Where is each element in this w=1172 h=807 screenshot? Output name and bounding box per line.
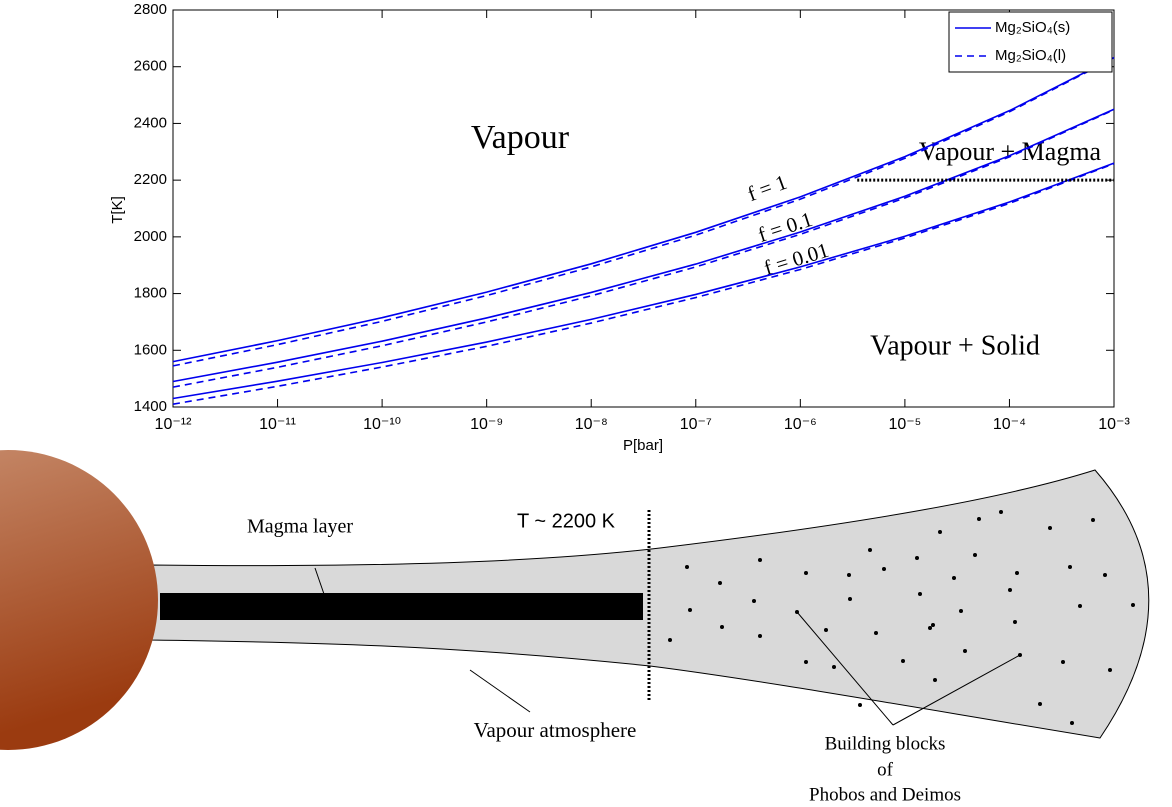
dot: [1131, 603, 1135, 607]
y-tick-label: 2800: [134, 1, 167, 18]
y-tick-label: 1400: [134, 398, 167, 415]
dot: [752, 599, 756, 603]
y-tick-label: 2600: [134, 58, 167, 75]
dot: [882, 567, 886, 571]
dot: [718, 581, 722, 585]
curve: [172, 56, 1115, 363]
planet: [0, 450, 158, 750]
building-blocks: [668, 510, 1135, 725]
dot: [1078, 604, 1082, 608]
legend-label: Mg₂SiO₄(s): [995, 19, 1070, 36]
label: Phobos and Deimos: [809, 784, 961, 805]
plot-frame: [172, 9, 1115, 408]
y-tick-label: 2400: [134, 114, 167, 131]
dot: [963, 649, 967, 653]
leader-line: [314, 567, 326, 598]
curve: [172, 109, 1115, 388]
y-axis-label: T[K]: [109, 196, 126, 224]
x-tick-label: 10⁻⁶: [784, 416, 817, 433]
dot: [758, 634, 762, 638]
x-tick-label: 10⁻⁹: [470, 416, 503, 433]
dot: [720, 625, 724, 629]
label: Building blocks: [825, 733, 946, 754]
legend-label: Mg₂SiO₄(l): [995, 47, 1066, 64]
dot: [1061, 660, 1065, 664]
leader-line: [892, 654, 1021, 726]
dot: [959, 609, 963, 613]
magma-layer: [160, 593, 643, 620]
leader-line: [796, 611, 894, 726]
dot: [685, 565, 689, 569]
dot: [1068, 565, 1072, 569]
dot: [868, 548, 872, 552]
curve: [172, 57, 1115, 367]
dot: [952, 576, 956, 580]
x-tick-label: 10⁻⁸: [575, 416, 608, 433]
dot: [1013, 620, 1017, 624]
region-label: Vapour: [471, 119, 570, 156]
label: of: [877, 759, 894, 780]
dot: [1048, 526, 1052, 530]
dot: [688, 608, 692, 612]
dot: [931, 623, 935, 627]
x-axis-label: P[bar]: [623, 437, 663, 454]
dot: [928, 626, 932, 630]
dot: [758, 558, 762, 562]
dot: [1038, 702, 1042, 706]
x-tick-label: 10⁻⁷: [680, 416, 712, 433]
y-tick-label: 1800: [134, 285, 167, 302]
dot: [973, 553, 977, 557]
dot: [915, 556, 919, 560]
curve: [172, 162, 1115, 400]
region-label: Vapour + Solid: [870, 330, 1040, 361]
x-tick-label: 10⁻¹⁰: [363, 416, 401, 433]
legend-box: [948, 11, 1113, 73]
x-tick-label: 10⁻³: [1098, 416, 1130, 433]
dot: [999, 510, 1003, 514]
y-tick-label: 1600: [134, 341, 167, 358]
curve-label: f = 1: [744, 170, 790, 206]
dot: [1091, 518, 1095, 522]
curve: [172, 162, 1115, 405]
label: T ~ 2200 K: [517, 510, 616, 532]
label: Vapour atmosphere: [474, 718, 637, 742]
dot: [918, 592, 922, 596]
dot: [933, 678, 937, 682]
x-tick-label: 10⁻⁵: [888, 416, 921, 433]
label: Magma layer: [247, 516, 353, 538]
diagram: Magma layer T ~ 2200 K Vapour atmosphere…: [0, 450, 1150, 805]
dot: [1103, 573, 1107, 577]
dot: [901, 659, 905, 663]
chart: T[K] P[bar] Vapour Vapour + Magma Vapour…: [109, 1, 1130, 454]
dot: [874, 631, 878, 635]
x-tick-label: 10⁻⁴: [993, 416, 1026, 433]
dot: [848, 597, 852, 601]
curve: [172, 108, 1115, 383]
dot: [938, 530, 942, 534]
dot: [1008, 588, 1012, 592]
x-tick-label: 10⁻¹²: [155, 416, 193, 433]
dot: [824, 628, 828, 632]
dot: [1070, 721, 1074, 725]
dot: [804, 571, 808, 575]
x-tick-label: 10⁻¹¹: [259, 416, 296, 433]
dot: [858, 703, 862, 707]
dot: [847, 573, 851, 577]
dot: [1108, 668, 1112, 672]
leader-line: [469, 669, 531, 713]
region-label: Vapour + Magma: [919, 137, 1102, 166]
dot: [668, 638, 672, 642]
dot: [832, 665, 836, 669]
dot: [977, 517, 981, 521]
curve-label: f = 0.1: [755, 207, 815, 247]
y-tick-label: 2000: [134, 228, 167, 245]
y-tick-label: 2200: [134, 171, 167, 188]
dot: [1015, 571, 1019, 575]
dot: [804, 660, 808, 664]
